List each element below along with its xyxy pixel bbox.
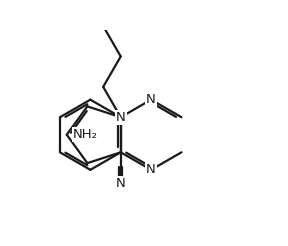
Text: N: N (146, 163, 156, 176)
Text: N: N (146, 93, 156, 106)
Text: N: N (116, 111, 126, 124)
Text: NH₂: NH₂ (73, 128, 98, 141)
Text: N: N (116, 177, 126, 190)
